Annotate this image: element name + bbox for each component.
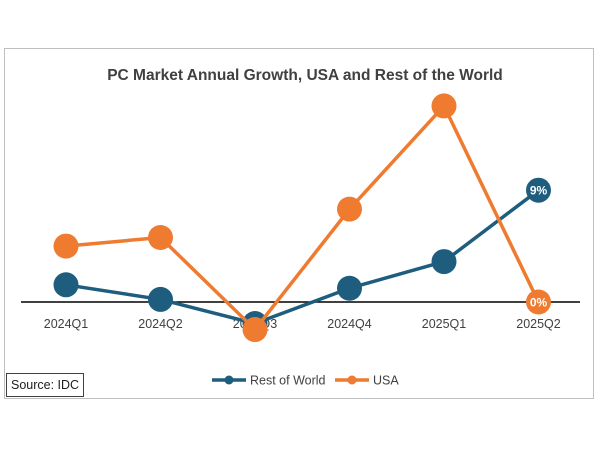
legend-label-rest-of-world: Rest of World [250,374,326,388]
x-tick-label: 2025Q1 [422,317,467,331]
legend-marker-rest-of-world [224,375,234,385]
chart-frame: PC Market Annual Growth, USA and Rest of… [4,48,594,399]
data-point-usa [526,289,551,315]
x-tick-label: 2024Q4 [327,317,372,331]
data-point-usa [53,233,79,259]
data-point-rest-of-world [337,275,362,301]
x-tick-label: 2024Q1 [44,317,89,331]
source-note: Source: IDC [6,373,85,397]
x-tick-label: 2025Q2 [516,317,561,331]
data-point-rest-of-world [148,286,173,312]
data-point-rest-of-world [431,249,457,275]
data-label: 0% [530,296,548,310]
chart-svg: PC Market Annual Growth, USA and Rest of… [21,67,580,388]
data-point-rest-of-world [53,272,79,298]
data-point-rest-of-world [526,177,551,203]
series-layer: 9% 0% [53,93,551,343]
data-point-usa [148,225,173,250]
legend-marker-usa [347,375,357,385]
series-line-rest-of-world [65,188,540,326]
legend-label-usa: USA [373,374,399,388]
x-tick-label: 2024Q2 [138,317,183,331]
data-point-usa [242,317,268,343]
data-point-usa [337,196,362,222]
legend: Rest of World USA [212,374,399,388]
chart-title: PC Market Annual Growth, USA and Rest of… [107,67,503,84]
data-point-usa [431,93,457,119]
series-line-usa [65,104,541,332]
data-label: 9% [530,184,548,198]
